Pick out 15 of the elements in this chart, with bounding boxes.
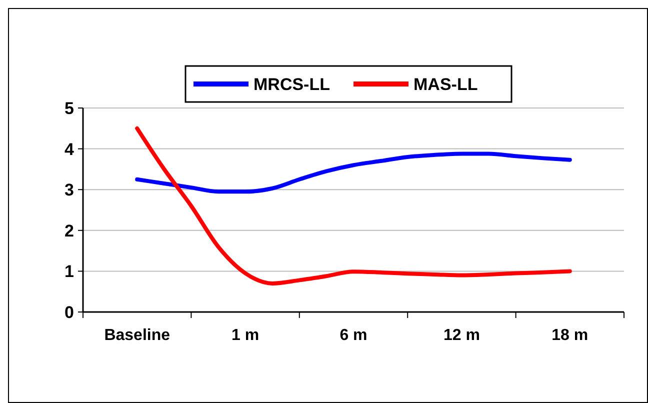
y-tick-label: 3 bbox=[64, 180, 74, 200]
x-tick-label: 6 m bbox=[340, 327, 368, 344]
legend-label: MRCS-LL bbox=[254, 74, 330, 94]
y-tick-label: 1 bbox=[64, 262, 74, 282]
line-series bbox=[135, 126, 572, 286]
y-tick-label: 2 bbox=[64, 221, 74, 240]
y-tick-label: 5 bbox=[64, 98, 74, 118]
x-tick-label: 1 m bbox=[232, 327, 260, 344]
x-tick-label: Baseline bbox=[104, 327, 170, 344]
x-tick-label: 18 m bbox=[552, 327, 588, 344]
line-series bbox=[135, 152, 572, 194]
y-tick-label: 4 bbox=[64, 140, 75, 159]
x-tick-label: 12 m bbox=[443, 327, 480, 344]
legend-label: MAS-LL bbox=[414, 74, 478, 94]
y-tick-label: 0 bbox=[64, 302, 74, 322]
